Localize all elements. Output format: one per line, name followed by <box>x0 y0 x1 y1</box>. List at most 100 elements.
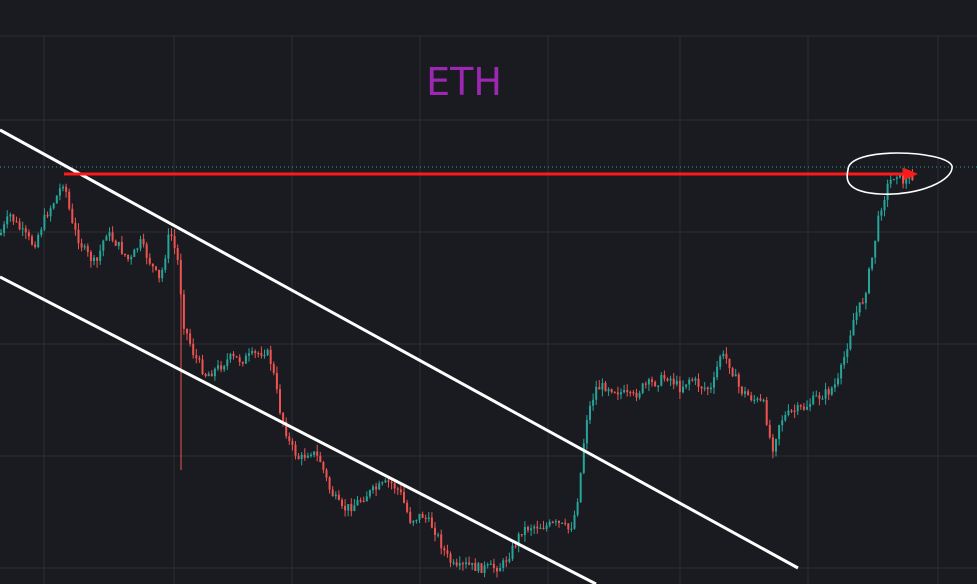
candle-up <box>486 564 489 566</box>
candle-down <box>409 511 412 523</box>
candle-up <box>99 250 102 261</box>
candle-up <box>685 384 688 387</box>
candle-down <box>536 526 539 529</box>
candle-down <box>288 436 291 441</box>
candle-down <box>725 353 728 359</box>
candle-up <box>880 210 883 216</box>
candle-up <box>483 565 486 573</box>
candle-down <box>598 386 601 390</box>
candle-down <box>697 378 700 387</box>
candle-down <box>238 357 241 363</box>
candle-down <box>672 378 675 385</box>
candle-up <box>719 356 722 367</box>
candle-down <box>768 424 771 438</box>
candle-up <box>508 558 511 562</box>
candle-down <box>759 398 762 401</box>
candle-up <box>108 232 111 237</box>
candle-down <box>434 527 436 535</box>
candle-down <box>170 234 173 236</box>
candle-up <box>595 386 598 400</box>
candle-down <box>731 368 734 377</box>
candle-up <box>781 420 784 426</box>
candle-up <box>641 383 644 394</box>
candle-up <box>874 240 877 258</box>
candle-up <box>313 451 316 455</box>
candle-up <box>133 249 136 257</box>
candle-down <box>179 259 182 295</box>
candle-down <box>390 481 393 484</box>
candle-up <box>105 236 108 241</box>
candle-down <box>558 521 560 523</box>
candle-down <box>375 486 378 490</box>
candle-up <box>675 380 678 385</box>
candle-up <box>756 398 759 400</box>
candle-up <box>837 378 839 385</box>
candle-up <box>55 195 58 204</box>
candle-up <box>877 215 880 241</box>
candle-down <box>613 392 616 394</box>
candle-down <box>403 492 405 503</box>
candle-up <box>545 525 548 529</box>
candle-down <box>827 389 830 395</box>
candle-down <box>285 421 288 437</box>
candle-down <box>691 379 694 381</box>
candle-up <box>353 505 356 512</box>
candle-down <box>145 244 148 258</box>
candle-down <box>520 534 523 536</box>
candle-up <box>21 228 24 230</box>
candle-down <box>505 560 508 562</box>
candle-down <box>387 480 390 482</box>
candle-up <box>830 387 833 395</box>
candle-up <box>905 178 908 184</box>
candle-up <box>306 455 309 458</box>
candle-up <box>582 443 585 473</box>
chart-title: ETH <box>426 60 502 104</box>
candle-down <box>71 208 74 223</box>
candle-down <box>331 489 334 497</box>
candle-up <box>502 560 505 568</box>
candle-down <box>911 175 914 181</box>
candle-down <box>430 517 433 528</box>
candle-up <box>226 359 229 367</box>
candle-up <box>217 365 219 369</box>
candle-up <box>489 563 492 565</box>
candle-down <box>802 406 805 410</box>
candle-up <box>3 224 6 233</box>
candle-down <box>74 222 77 230</box>
candle-up <box>576 502 579 516</box>
candle-up <box>43 214 46 230</box>
candle-up <box>815 395 818 397</box>
candle-down <box>186 328 188 334</box>
candle-up <box>871 257 874 269</box>
candle-down <box>461 563 464 565</box>
candle-down <box>18 221 21 230</box>
candle-up <box>778 425 781 440</box>
candle-up <box>753 399 756 401</box>
candle-down <box>629 391 632 394</box>
candle-down <box>750 395 753 401</box>
candle-up <box>365 496 368 502</box>
candle-up <box>713 377 715 388</box>
upper-channel-trendline <box>0 128 799 570</box>
candle-up <box>620 392 622 395</box>
candle-up <box>833 384 836 388</box>
candle-down <box>666 378 669 381</box>
candle-down <box>269 349 272 364</box>
candle-up <box>229 353 232 360</box>
candle-down <box>195 355 198 359</box>
candle-down <box>651 379 653 382</box>
candle-up <box>660 375 663 386</box>
candle-up <box>251 351 254 354</box>
candle-up <box>458 563 461 566</box>
candle-down <box>282 412 285 422</box>
candle-down <box>728 358 731 369</box>
candle-up <box>889 179 892 184</box>
candle-up <box>734 374 737 377</box>
candle-up <box>796 405 799 412</box>
candle-up <box>892 179 895 181</box>
candle-down <box>201 359 204 375</box>
candle-down <box>12 214 15 222</box>
candle-up <box>858 302 861 313</box>
candle-down <box>275 372 278 390</box>
annotation-arrow-head <box>904 168 918 180</box>
